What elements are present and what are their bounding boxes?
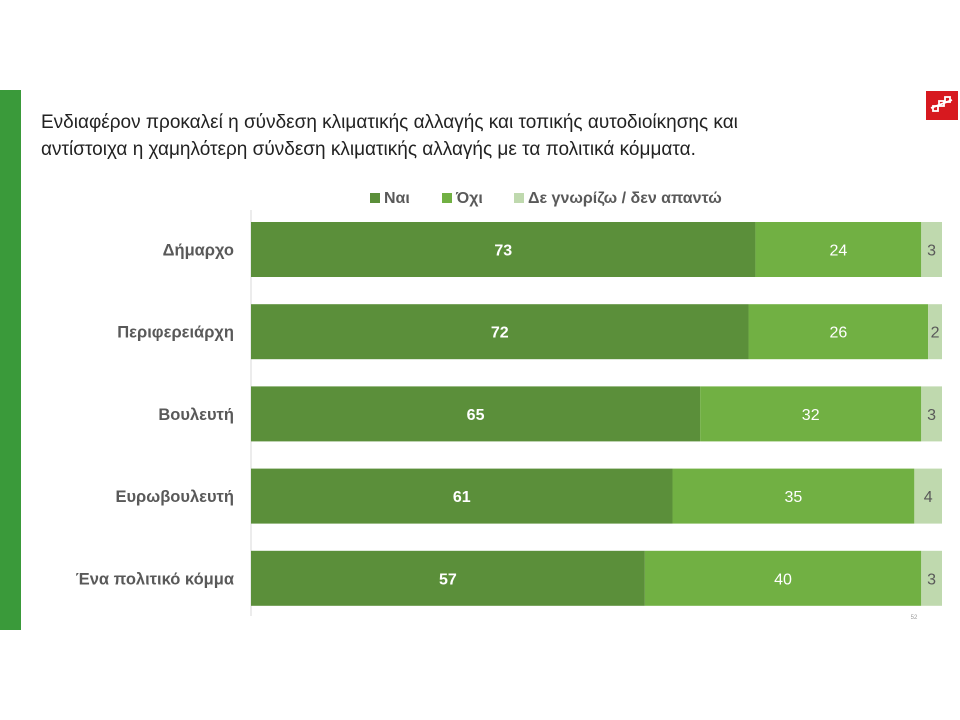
data-label: 2 xyxy=(931,325,940,342)
bar-segment xyxy=(251,386,701,442)
data-label: 3 xyxy=(927,243,936,260)
category-label: Περιφερειάρχη xyxy=(117,324,234,342)
bar-segment xyxy=(755,222,922,277)
bar-segment xyxy=(921,386,942,442)
data-label: 26 xyxy=(829,325,847,342)
data-label: 24 xyxy=(829,243,847,260)
data-label: 3 xyxy=(927,407,936,424)
data-label: 3 xyxy=(927,571,936,588)
bar-segment xyxy=(921,222,942,277)
title-line-1: Ενδιαφέρον προκαλεί η σύνδεση κλιματικής… xyxy=(41,112,738,133)
bar-segment xyxy=(928,304,942,360)
data-label: 32 xyxy=(802,407,820,424)
legend-swatch xyxy=(370,193,380,203)
page-number: 52 xyxy=(911,615,918,621)
brand-logo-icon xyxy=(926,91,958,120)
bar-segment xyxy=(251,550,645,606)
category-label: Βουλευτή xyxy=(158,406,234,424)
bar-segment xyxy=(700,386,922,442)
bar-segment xyxy=(914,468,942,524)
legend-label: Ναι xyxy=(384,190,410,207)
bar-segment xyxy=(251,468,673,524)
bar-segment xyxy=(251,304,749,360)
title-line-2: αντίστοιχα η χαμηλότερη σύνδεση κλιματικ… xyxy=(41,139,696,160)
legend-label: Δε γνωρίζω / δεν απαντώ xyxy=(528,190,722,207)
data-label: 73 xyxy=(494,243,512,260)
accent-side-bar xyxy=(0,90,21,630)
bar-segment xyxy=(748,304,929,360)
legend-swatch xyxy=(514,193,524,203)
data-label: 72 xyxy=(491,325,509,342)
bar-segment xyxy=(672,468,915,524)
bar-segment xyxy=(644,550,922,606)
data-label: 40 xyxy=(774,571,792,588)
category-label: Ευρωβουλευτή xyxy=(115,488,234,506)
data-label: 61 xyxy=(453,489,471,506)
page-title: Ενδιαφέρον προκαλεί η σύνδεση κλιματικής… xyxy=(41,109,901,163)
legend-swatch xyxy=(442,193,452,203)
bar-segment xyxy=(251,222,756,277)
bar-segment xyxy=(921,550,942,606)
legend-label: Όχι xyxy=(455,190,483,207)
data-label: 57 xyxy=(439,571,457,588)
data-label: 35 xyxy=(785,489,803,506)
data-label: 65 xyxy=(467,407,485,424)
data-label: 4 xyxy=(924,489,933,506)
category-label: Δήμαρχο xyxy=(163,242,234,260)
category-label: Ένα πολιτικό κόμμα xyxy=(76,570,234,588)
